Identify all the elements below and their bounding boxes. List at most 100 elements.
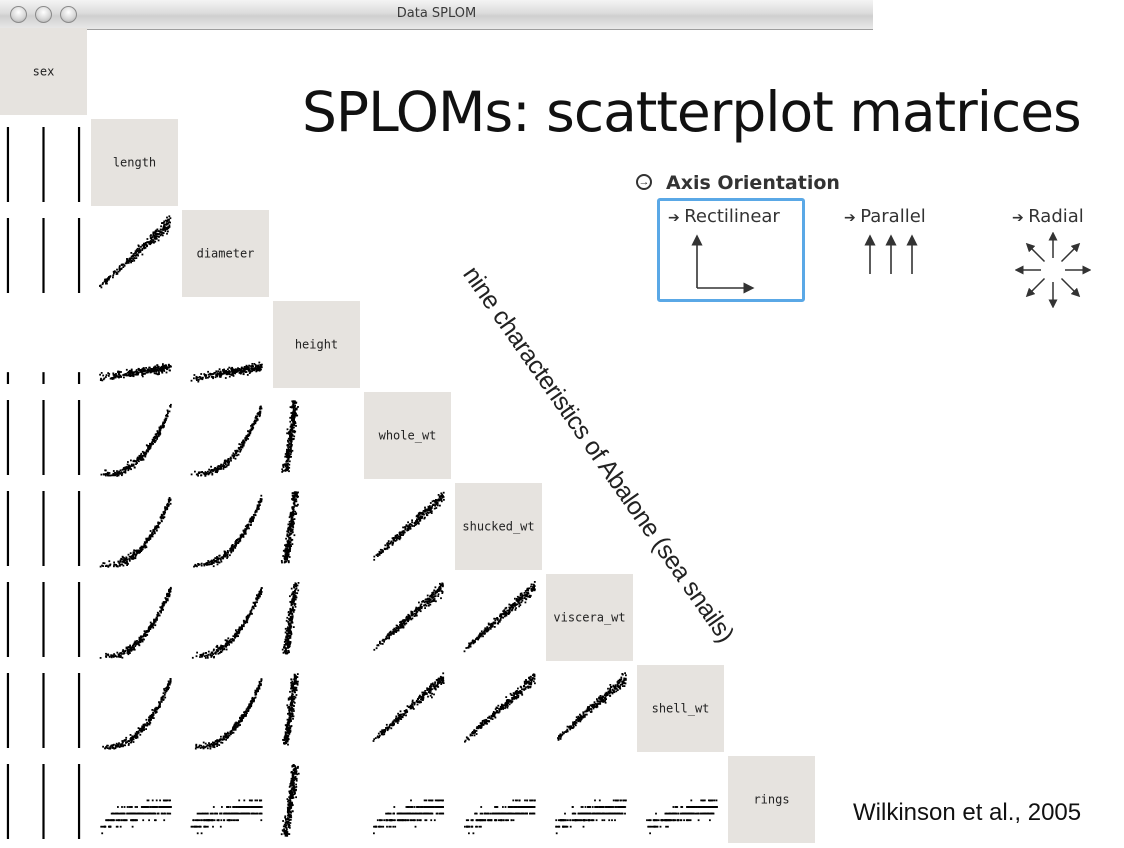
- scatter-point: [425, 604, 428, 607]
- scatter-point: [288, 619, 291, 622]
- scatter-point: [227, 368, 229, 371]
- scatter-point: [212, 741, 214, 744]
- scatter-point: [289, 716, 292, 719]
- scatter-point: [135, 461, 138, 463]
- scatter-point: [383, 640, 385, 643]
- scatter-points: [191, 587, 263, 659]
- scatter-point: [391, 544, 394, 546]
- scatter-point: [292, 521, 295, 523]
- scatter-point: [283, 464, 286, 466]
- scatter-point: [430, 600, 433, 603]
- scatter-point: [161, 424, 164, 427]
- scatter-point: [140, 635, 143, 638]
- scatter-point: [434, 681, 436, 684]
- scatter-point: [286, 652, 289, 654]
- scatter-point: [154, 618, 157, 621]
- minimize-window-button[interactable]: [35, 6, 52, 23]
- scatter-point: [295, 682, 297, 685]
- scatter-point: [440, 683, 443, 685]
- scatter-point: [290, 615, 293, 618]
- scatter-point: [393, 539, 396, 542]
- scatter-point: [408, 524, 411, 526]
- scatter-point: [246, 621, 249, 624]
- scatter-point: [428, 508, 431, 511]
- scatter-point: [405, 616, 408, 619]
- scatter-point: [137, 731, 140, 734]
- scatter-point: [292, 420, 294, 423]
- scatter-point: [243, 621, 245, 624]
- scatter-point: [429, 594, 432, 597]
- scatter-point: [282, 739, 284, 741]
- scatter-point: [118, 265, 121, 267]
- scatter-point: [473, 640, 476, 643]
- scatter-point: [381, 549, 384, 551]
- scatter-point: [515, 607, 517, 609]
- scatter-point: [158, 614, 161, 617]
- scatter-point: [121, 741, 124, 744]
- scatter-point: [400, 624, 403, 626]
- scatter-point: [165, 600, 168, 603]
- scatter-point: [109, 275, 112, 277]
- scatter-point: [132, 460, 135, 463]
- scatter-point: [130, 459, 132, 462]
- scatter-point: [256, 601, 258, 604]
- scatter-point: [251, 606, 254, 609]
- scatter-point: [293, 518, 296, 520]
- scatter-point: [285, 468, 288, 471]
- scatter-point: [134, 645, 137, 647]
- scatter-point: [465, 647, 468, 649]
- scatter-point: [411, 525, 414, 527]
- scatter-point: [255, 416, 257, 418]
- scatter-cell-height-vs-length: [91, 301, 178, 388]
- scatter-point: [242, 373, 245, 376]
- scatter-point: [135, 737, 137, 739]
- scatter-point: [442, 679, 445, 682]
- scatter-point: [413, 703, 416, 706]
- scatter-point: [149, 538, 152, 540]
- scatter-point: [136, 247, 139, 250]
- scatter-point: [157, 435, 160, 437]
- scatter-point: [148, 366, 151, 369]
- scatter-point: [114, 471, 116, 474]
- scatter-point: [293, 503, 296, 506]
- scatter-point: [519, 604, 522, 606]
- scatter-point: [239, 450, 242, 452]
- scatter-point: [158, 233, 161, 235]
- scatter-point: [157, 235, 159, 238]
- scatter-point: [431, 692, 433, 695]
- scatter-point: [216, 471, 218, 474]
- scatter-point: [224, 551, 227, 554]
- scatter-point: [142, 369, 144, 372]
- scatter-point: [294, 414, 297, 417]
- scatter-point: [167, 688, 169, 691]
- scatter-point: [136, 736, 139, 739]
- scatter-point: [291, 693, 294, 695]
- scatter-point: [161, 228, 164, 231]
- scatter-point: [132, 643, 135, 646]
- scatter-point: [285, 545, 287, 548]
- scatter-point: [112, 377, 115, 380]
- scatter-point: [143, 369, 146, 371]
- scatter-point: [427, 602, 430, 605]
- scatter-point: [293, 421, 296, 424]
- close-window-button[interactable]: [10, 6, 27, 23]
- scatter-point: [245, 366, 248, 368]
- scatter-point: [289, 607, 292, 610]
- scatter-point: [250, 427, 253, 430]
- scatter-point: [143, 245, 146, 247]
- scatter-point: [284, 557, 287, 559]
- scatter-point: [395, 627, 398, 630]
- scatter-point: [297, 495, 299, 498]
- zoom-window-button[interactable]: [60, 6, 77, 23]
- scatter-point: [402, 532, 405, 535]
- scatter-point: [285, 629, 288, 632]
- scatter-point: [242, 529, 245, 532]
- scatter-point: [167, 227, 170, 230]
- scatter-point: [388, 636, 391, 638]
- scatter-point: [122, 467, 125, 469]
- scatter-point: [283, 558, 286, 561]
- scatter-point: [532, 588, 535, 590]
- scatter-point: [290, 424, 293, 427]
- scatter-point: [164, 419, 167, 422]
- scatter-point: [140, 548, 143, 551]
